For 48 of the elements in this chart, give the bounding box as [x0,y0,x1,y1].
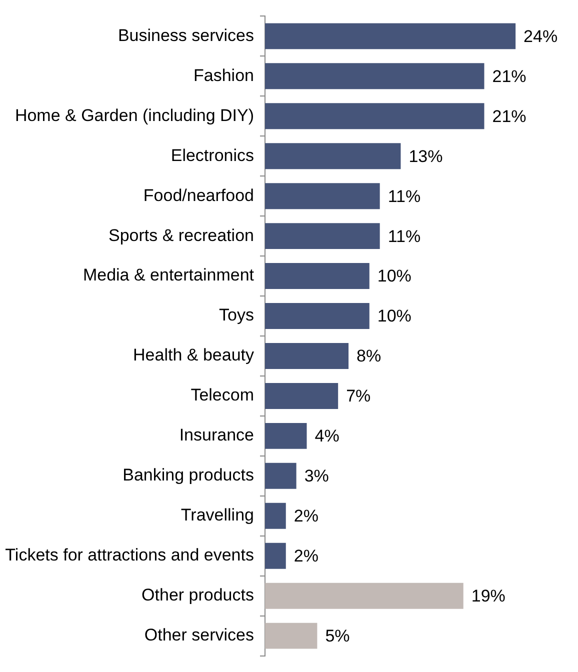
data-label: 19% [471,586,506,606]
y-tick-label: Telecom [190,386,254,405]
y-tick-label: Tickets for attractions and events [5,546,254,565]
bar [265,63,484,90]
bar [265,342,349,369]
bar [265,223,380,250]
data-label: 2% [294,546,318,566]
y-tick-label: Banking products [122,466,254,485]
bar [265,502,286,529]
data-label: 3% [304,466,329,486]
data-label: 7% [346,386,371,406]
data-label: 5% [325,626,350,646]
y-tick-label: Fashion [194,66,254,85]
data-label: 11% [388,186,421,206]
bar [265,263,370,290]
y-tick-label: Electronics [170,146,254,165]
data-label: 8% [356,346,382,366]
bar [265,382,338,409]
bar [265,542,286,569]
y-tick-label: Travelling [180,506,254,525]
bar [265,303,370,330]
y-tick-label: Media & entertainment [82,266,254,285]
y-tick-label: Health & beauty [133,346,254,365]
y-tick-label: Home & Garden (including DIY) [14,106,254,125]
bar [265,582,464,609]
bar [265,622,318,649]
y-tick-label: Food/nearfood [143,186,254,205]
y-tick-label: Other services [144,626,254,644]
y-tick-label: Other products [142,586,254,605]
data-label: 2% [294,506,318,526]
data-label: 11% [388,226,421,246]
bar [265,183,380,210]
y-tick-label: Insurance [179,426,254,445]
data-label: 24% [524,26,558,46]
bar [265,103,484,130]
bar [265,23,516,50]
data-label: 13% [408,146,443,166]
bar [265,422,307,449]
data-label: 10% [377,266,412,286]
y-tick-label: Business services [118,26,254,45]
y-tick-label: Sports & recreation [108,226,254,245]
data-label: 4% [314,426,340,446]
bar [265,143,401,170]
y-tick-label: Toys [219,306,254,325]
data-label: 10% [377,306,412,326]
data-label: 21% [492,106,526,126]
data-label: 21% [492,66,526,86]
bar [265,462,296,489]
